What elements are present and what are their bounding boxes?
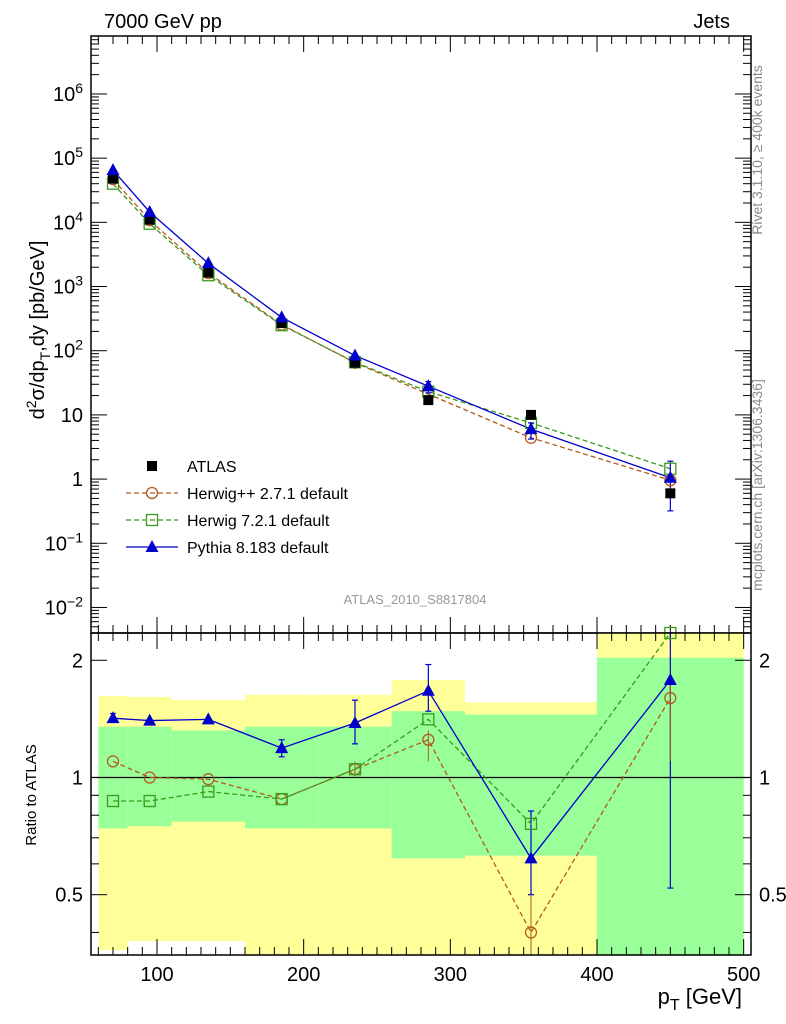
ratio-frame xyxy=(90,632,752,956)
pythia-ratio-point xyxy=(275,741,289,754)
herwig7-ratio-point xyxy=(348,763,362,776)
header-right: Jets xyxy=(693,11,730,33)
legend: ATLAS Herwig++ 2.7.1 default Herwig 7.2.1 … xyxy=(126,459,349,557)
herwig7-ratio-point xyxy=(422,713,435,726)
herwig7-ratio-point xyxy=(106,794,120,808)
side-text: Rivet 3.1.10, ≥ 400k events mcplots.cern… xyxy=(749,65,765,591)
y-tick-label: 1 xyxy=(72,469,83,491)
ratio-y-ticks: 0.5 0.5 1 1 2 2 100 200 300 400 500 xyxy=(55,633,786,986)
y-tick-label: 1 xyxy=(759,767,770,789)
atlas-point xyxy=(276,318,287,329)
legend-label: Pythia 8.183 default xyxy=(187,540,329,557)
pythia-ratio-point xyxy=(663,672,677,685)
x-tick-label: 100 xyxy=(140,964,173,986)
y-tick-label: 2 xyxy=(72,650,83,672)
herwigpp-ratio-point xyxy=(143,771,156,784)
atlas-point xyxy=(350,357,360,368)
herwigpp-ratio-point xyxy=(202,773,215,786)
pythia-line xyxy=(112,169,671,479)
pythia-ratio-point xyxy=(524,851,538,864)
side-text-top: Rivet 3.1.10, ≥ 400k events xyxy=(749,65,765,235)
main-series xyxy=(106,163,677,512)
y-tick-label: 2 xyxy=(759,650,770,672)
y-tick-label: 0.5 xyxy=(55,885,83,907)
legend-marker xyxy=(145,540,159,552)
legend-entry: ATLAS xyxy=(147,459,237,476)
y-tick-label: 10−2 xyxy=(45,593,83,619)
y-tick-label: 104 xyxy=(53,208,83,234)
pythia-ratio-point xyxy=(143,713,157,726)
legend-marker xyxy=(147,461,157,471)
herwig7-ratio-point xyxy=(202,785,215,798)
y-tick-label: 10 xyxy=(61,405,83,427)
y-tick-label: 0.5 xyxy=(759,885,786,907)
legend-label: Herwig++ 2.7.1 default xyxy=(187,486,349,503)
x-tick-label: 500 xyxy=(727,964,760,986)
herwigpp-ratio-point xyxy=(664,691,677,705)
y-tick-label: 106 xyxy=(53,80,83,106)
legend-label: ATLAS xyxy=(187,459,237,476)
inner-band xyxy=(127,726,172,827)
x-tick-label: 300 xyxy=(434,964,467,986)
herwigpp-ratio-line xyxy=(112,697,671,934)
watermark: ATLAS_2010_S8817804 xyxy=(344,592,487,607)
pythia-point xyxy=(106,163,120,176)
atlas-point xyxy=(203,267,214,278)
pythia-point xyxy=(421,379,435,392)
legend-entry: Herwig 7.2.1 default xyxy=(126,513,330,530)
herwig7-ratio-line xyxy=(113,632,671,825)
herwig7-ratio-point xyxy=(143,794,156,808)
legend-entry: Pythia 8.183 default xyxy=(126,540,329,557)
pythia-point xyxy=(663,470,677,483)
x-axis-label: pT [GeV] xyxy=(658,984,742,1014)
herwigpp-ratio-point xyxy=(106,755,120,768)
atlas-point xyxy=(144,214,155,225)
header-left: 7000 GeV pp xyxy=(104,11,222,33)
pythia-ratio-point xyxy=(201,712,215,725)
pythia-ratio-point xyxy=(421,683,435,696)
herwig7-ratio-point xyxy=(524,817,538,831)
y-tick-label: 10−1 xyxy=(45,529,83,555)
ratio-y-label: Ratio to ATLAS xyxy=(23,744,40,845)
pythia-point xyxy=(201,256,215,269)
herwig7-ratio-point xyxy=(275,792,288,806)
pythia-point xyxy=(524,422,538,435)
pythia-point xyxy=(348,348,362,361)
side-text-bottom: mcplots.cern.ch [arXiv:1306.3436] xyxy=(749,379,765,591)
ratio-panel: 0.5 0.5 1 1 2 2 100 200 300 400 500 xyxy=(55,626,786,986)
atlas-point xyxy=(423,395,434,406)
x-tick-label: 400 xyxy=(580,964,613,986)
legend-marker xyxy=(145,513,159,527)
legend-marker xyxy=(145,486,159,500)
y-tick-label: 103 xyxy=(53,273,83,299)
legend-label: Herwig 7.2.1 default xyxy=(187,513,330,530)
pythia-point xyxy=(143,204,157,217)
herwig7-line xyxy=(112,183,671,470)
y-tick-label: 102 xyxy=(53,337,83,363)
herwigpp-line xyxy=(112,178,671,481)
y-tick-label: 1 xyxy=(72,767,83,789)
herwigpp-ratio-point xyxy=(422,733,435,746)
atlas-point xyxy=(526,409,536,420)
herwigpp-ratio-point xyxy=(524,926,538,939)
legend-entry: Herwig++ 2.7.1 default xyxy=(126,486,349,503)
main-panel: 10−2 10−1 1 10 102 103 104 105 106 xyxy=(45,35,751,634)
main-y-label: d2σ/dpT,dy [pb/GeV] xyxy=(23,241,53,420)
pythia-ratio-point xyxy=(348,716,362,729)
pythia-point xyxy=(275,310,289,323)
ratio-series xyxy=(106,626,677,939)
main-y-ticks: 10−2 10−1 1 10 102 103 104 105 106 xyxy=(45,35,751,634)
x-tick-label: 200 xyxy=(287,964,320,986)
atlas-point xyxy=(108,173,118,184)
y-tick-label: 105 xyxy=(53,144,83,170)
atlas-point xyxy=(665,488,676,499)
pythia-ratio-point xyxy=(106,711,120,724)
inner-band xyxy=(171,730,245,822)
pythia-ratio-line xyxy=(112,679,671,860)
